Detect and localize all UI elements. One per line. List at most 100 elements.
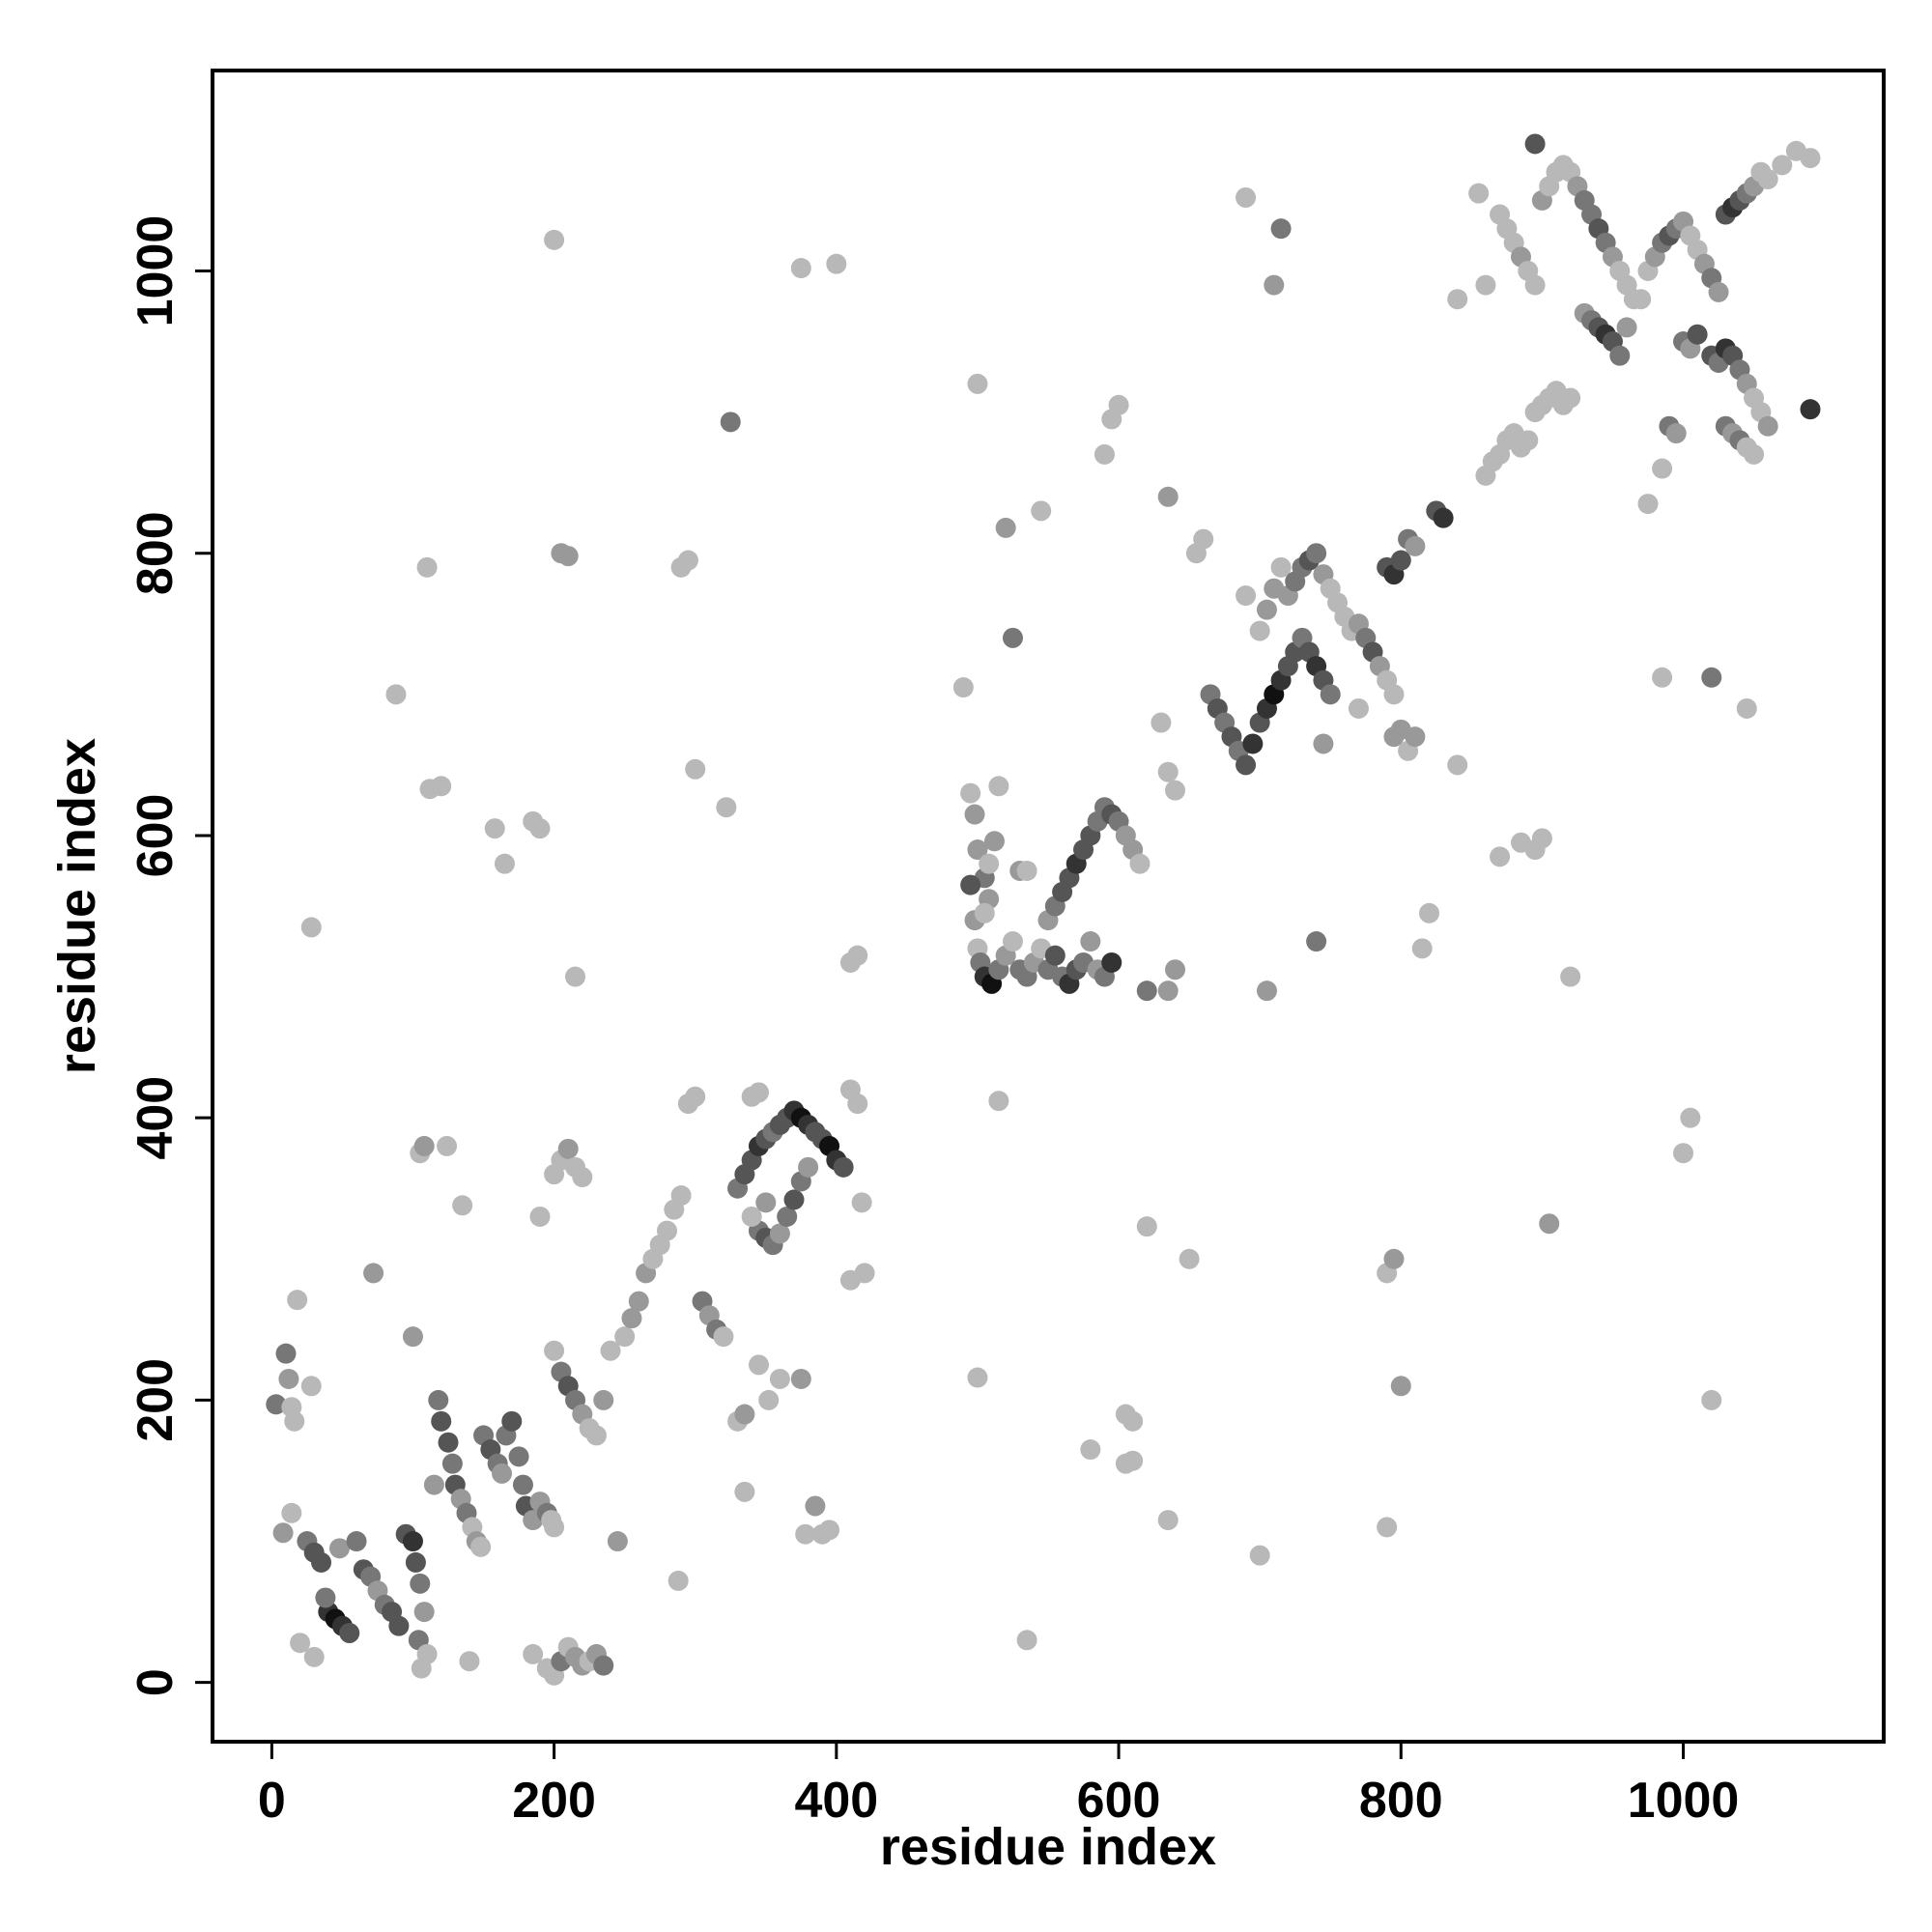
data-point bbox=[854, 1263, 875, 1284]
x-tick-label: 200 bbox=[512, 1773, 596, 1829]
data-point bbox=[1016, 1630, 1037, 1651]
data-point bbox=[952, 677, 974, 698]
data-point bbox=[1348, 697, 1369, 719]
data-point bbox=[1249, 620, 1270, 641]
data-point bbox=[278, 1368, 299, 1389]
data-point bbox=[437, 1135, 458, 1156]
data-point bbox=[529, 1206, 551, 1227]
data-point bbox=[287, 1290, 308, 1311]
data-point bbox=[607, 1531, 628, 1552]
data-point bbox=[266, 1394, 287, 1415]
data-point bbox=[1157, 1510, 1179, 1531]
data-point bbox=[1101, 952, 1122, 973]
data-point bbox=[1383, 684, 1405, 705]
data-point bbox=[1609, 345, 1631, 366]
data-point bbox=[1151, 712, 1172, 733]
data-point bbox=[1518, 430, 1539, 451]
data-point bbox=[600, 1340, 621, 1361]
data-point bbox=[1031, 500, 1052, 522]
data-point bbox=[720, 412, 741, 433]
data-point bbox=[303, 1646, 325, 1667]
data-point bbox=[1270, 218, 1292, 240]
data-point bbox=[346, 1531, 367, 1552]
data-point bbox=[713, 1326, 734, 1348]
plot-frame bbox=[211, 69, 1886, 1744]
data-point bbox=[1136, 980, 1157, 1002]
data-point bbox=[741, 1206, 762, 1227]
data-point bbox=[1306, 543, 1327, 564]
data-point bbox=[311, 1551, 332, 1573]
data-point bbox=[1560, 387, 1581, 409]
data-point bbox=[1637, 494, 1659, 515]
data-point bbox=[668, 1570, 689, 1591]
data-point bbox=[1772, 155, 1793, 176]
data-point bbox=[315, 1587, 336, 1608]
data-point bbox=[508, 1446, 529, 1467]
data-point bbox=[685, 1086, 706, 1107]
data-point bbox=[1652, 667, 1673, 688]
data-point bbox=[1249, 1545, 1270, 1566]
x-tick-label: 400 bbox=[794, 1773, 878, 1829]
data-point bbox=[960, 874, 981, 895]
data-point bbox=[1390, 1376, 1411, 1397]
data-point bbox=[979, 853, 1000, 874]
data-point bbox=[1094, 443, 1115, 465]
data-point bbox=[988, 1091, 1009, 1112]
data-point bbox=[1405, 726, 1426, 748]
data-point bbox=[544, 229, 565, 250]
data-point bbox=[1757, 415, 1778, 437]
data-point bbox=[484, 818, 505, 839]
data-point bbox=[1560, 966, 1581, 987]
data-point bbox=[1673, 1143, 1694, 1164]
data-point bbox=[1320, 684, 1341, 705]
data-point bbox=[670, 1185, 692, 1207]
data-point bbox=[1531, 828, 1552, 849]
data-point bbox=[402, 1531, 423, 1552]
data-point bbox=[441, 1453, 463, 1474]
data-point bbox=[628, 1291, 649, 1312]
data-point bbox=[1236, 187, 1257, 209]
data-point bbox=[847, 1094, 868, 1115]
data-point bbox=[748, 1354, 769, 1376]
data-point bbox=[1701, 667, 1722, 688]
data-point bbox=[544, 1340, 565, 1361]
data-point bbox=[405, 1551, 426, 1573]
data-point bbox=[1270, 556, 1292, 578]
data-point bbox=[1165, 780, 1186, 801]
data-point bbox=[1680, 1107, 1701, 1128]
data-point bbox=[438, 1432, 459, 1453]
data-point bbox=[974, 902, 995, 923]
data-point bbox=[795, 1523, 816, 1545]
data-point bbox=[1687, 324, 1708, 345]
data-point bbox=[1447, 754, 1468, 776]
data-point bbox=[1390, 550, 1411, 571]
data-point bbox=[995, 517, 1016, 538]
data-point bbox=[1122, 1410, 1144, 1432]
data-point bbox=[755, 1192, 777, 1213]
data-point bbox=[1744, 443, 1765, 465]
data-point bbox=[284, 1410, 305, 1432]
data-point bbox=[1652, 458, 1673, 479]
data-point bbox=[758, 1389, 780, 1410]
data-point bbox=[1419, 902, 1440, 923]
data-point bbox=[410, 1573, 431, 1594]
data-point bbox=[734, 1404, 755, 1425]
data-point bbox=[685, 758, 706, 780]
data-point bbox=[967, 373, 988, 394]
data-point bbox=[783, 1189, 805, 1210]
data-point bbox=[1193, 528, 1214, 550]
data-point bbox=[1631, 289, 1652, 310]
y-tick-label: 800 bbox=[128, 511, 184, 595]
data-point bbox=[428, 1389, 449, 1410]
data-point bbox=[1122, 1450, 1144, 1471]
data-point bbox=[1016, 860, 1037, 881]
data-point bbox=[1256, 599, 1277, 620]
data-point bbox=[512, 1474, 533, 1495]
data-point bbox=[413, 1602, 435, 1623]
data-point bbox=[402, 1326, 423, 1348]
data-point bbox=[1616, 317, 1637, 338]
data-point bbox=[967, 839, 988, 861]
data-point bbox=[734, 1481, 755, 1502]
data-point bbox=[452, 1195, 473, 1216]
